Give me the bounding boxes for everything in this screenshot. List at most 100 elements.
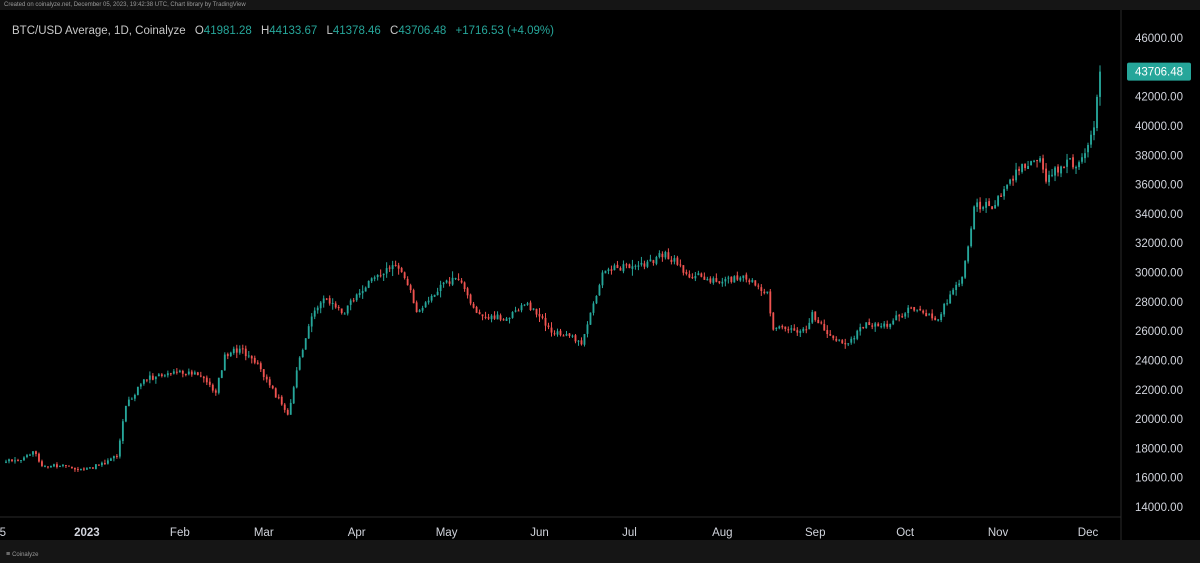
- candle: [874, 321, 877, 332]
- candle: [460, 278, 463, 284]
- candle-body: [68, 465, 70, 467]
- candle: [166, 370, 169, 378]
- candle: [136, 386, 139, 396]
- candle: [595, 295, 598, 305]
- candle: [313, 307, 316, 320]
- candle-body: [448, 281, 451, 284]
- candle-body: [730, 276, 733, 282]
- candle-body: [457, 278, 460, 280]
- candle: [268, 376, 271, 388]
- candle: [235, 344, 238, 359]
- candle: [193, 370, 196, 375]
- candle-body: [967, 246, 970, 262]
- candle-body: [979, 201, 982, 210]
- y-tick-label: 32000.00: [1135, 238, 1183, 250]
- candle: [529, 300, 532, 311]
- candle: [772, 311, 775, 331]
- chart-panel[interactable]: BTC/USD Average, 1D, Coinalyze O41981.28…: [0, 10, 1200, 540]
- candle: [62, 464, 64, 468]
- candle: [412, 288, 415, 304]
- close-value: 43706.48: [398, 25, 447, 37]
- candle: [745, 272, 748, 283]
- candle-body: [145, 379, 148, 381]
- candle: [898, 313, 901, 322]
- candlestick-chart[interactable]: 14000.00 16000.00 18000.00 20000.00 22000.00…: [0, 10, 1200, 540]
- candle-body: [991, 206, 994, 210]
- candle-body: [715, 278, 718, 282]
- candle: [550, 322, 553, 337]
- candle: [217, 377, 220, 395]
- candle: [463, 281, 466, 292]
- candle: [631, 259, 634, 276]
- candle-body: [1000, 195, 1003, 197]
- candle-body: [709, 278, 712, 283]
- candle: [562, 334, 565, 337]
- candle-body: [643, 263, 646, 267]
- candle: [865, 322, 868, 329]
- candle: [574, 333, 577, 344]
- candle: [29, 453, 31, 456]
- candle: [157, 373, 160, 377]
- candle: [496, 311, 499, 320]
- x-tick-label: Feb: [170, 527, 190, 539]
- candle-body: [157, 374, 160, 377]
- candle-body: [94, 464, 97, 469]
- candle: [151, 373, 154, 381]
- candle-body: [346, 305, 349, 314]
- candle-body: [319, 302, 322, 309]
- candle: [74, 467, 76, 472]
- candle: [253, 355, 256, 365]
- candle-body: [235, 348, 238, 353]
- y-tick-label: 36000.00: [1135, 180, 1183, 192]
- candle-body: [877, 323, 880, 327]
- candle: [77, 466, 79, 472]
- x-tick-label: Mar: [254, 527, 274, 539]
- candle: [664, 250, 667, 260]
- candle: [382, 273, 385, 281]
- y-tick-label: 22000.00: [1135, 385, 1183, 397]
- candle-body: [406, 278, 409, 286]
- candle: [340, 308, 343, 315]
- candle: [970, 226, 973, 248]
- candle: [622, 260, 625, 274]
- candle: [763, 288, 766, 295]
- candle-body: [1036, 160, 1038, 162]
- candle: [208, 378, 211, 388]
- candle: [610, 265, 613, 275]
- candle: [47, 466, 49, 469]
- candle-body: [958, 283, 961, 286]
- candle-body: [41, 461, 43, 466]
- candle-body: [493, 315, 496, 319]
- candle: [790, 325, 793, 333]
- candle-body: [295, 370, 298, 388]
- candle-body: [316, 307, 319, 311]
- candle: [577, 340, 580, 346]
- candle-body: [352, 300, 355, 302]
- candle-body: [499, 315, 502, 320]
- candle: [964, 260, 967, 279]
- candle: [517, 308, 520, 312]
- candle-body: [664, 251, 667, 258]
- candle: [316, 305, 319, 314]
- candle: [592, 301, 595, 316]
- candle: [289, 399, 292, 415]
- candle-body: [26, 455, 28, 458]
- candle: [280, 395, 283, 406]
- candle-body: [469, 294, 472, 304]
- candle-body: [901, 316, 904, 318]
- candle: [925, 309, 928, 317]
- candle-body: [445, 280, 448, 283]
- candle-body: [790, 328, 793, 330]
- candle-body: [337, 307, 340, 309]
- candle: [32, 451, 34, 457]
- candle-body: [766, 291, 769, 293]
- candle-body: [1084, 153, 1086, 159]
- candle: [223, 352, 226, 371]
- candle-body: [694, 275, 697, 279]
- candle: [1033, 159, 1035, 163]
- candle: [1045, 163, 1047, 184]
- candle: [11, 459, 13, 463]
- candle-body: [676, 257, 679, 265]
- candle: [604, 270, 607, 274]
- candle: [661, 251, 664, 262]
